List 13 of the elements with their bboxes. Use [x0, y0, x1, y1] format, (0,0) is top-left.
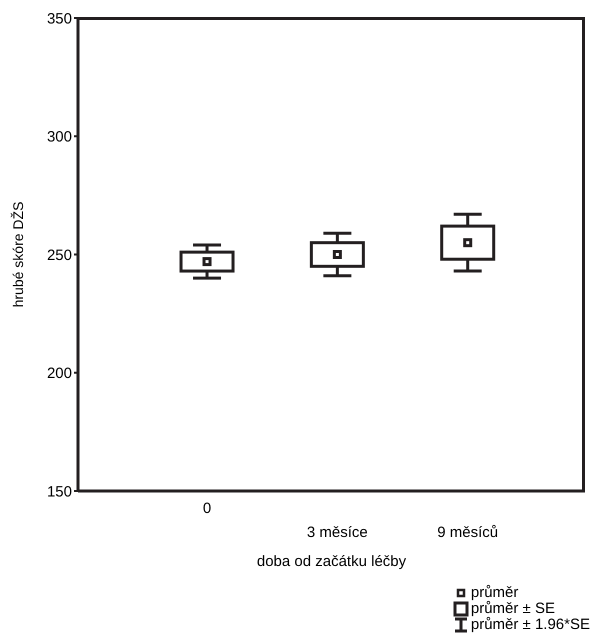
x-tick-label: 9 měsíců: [437, 524, 498, 541]
x-tick-label: 0: [202, 500, 212, 517]
y-tick-label: 300: [46, 128, 72, 146]
text: průměr ± 1.96*SE: [470, 616, 590, 633]
y-tick-label: 150: [46, 483, 72, 500]
x-tick-label: 3 měsíce: [306, 524, 368, 541]
text: průměr: [470, 584, 518, 601]
y-tick-label: 200: [46, 365, 72, 382]
text: průměr ± SE: [470, 600, 555, 617]
y-tick-label: 350: [46, 10, 72, 28]
y-tick-label: 250: [46, 246, 72, 264]
x-axis-title: doba od začátku léčby: [256, 553, 407, 570]
y-axis-title: hrubé skóre DŽS: [10, 202, 26, 308]
